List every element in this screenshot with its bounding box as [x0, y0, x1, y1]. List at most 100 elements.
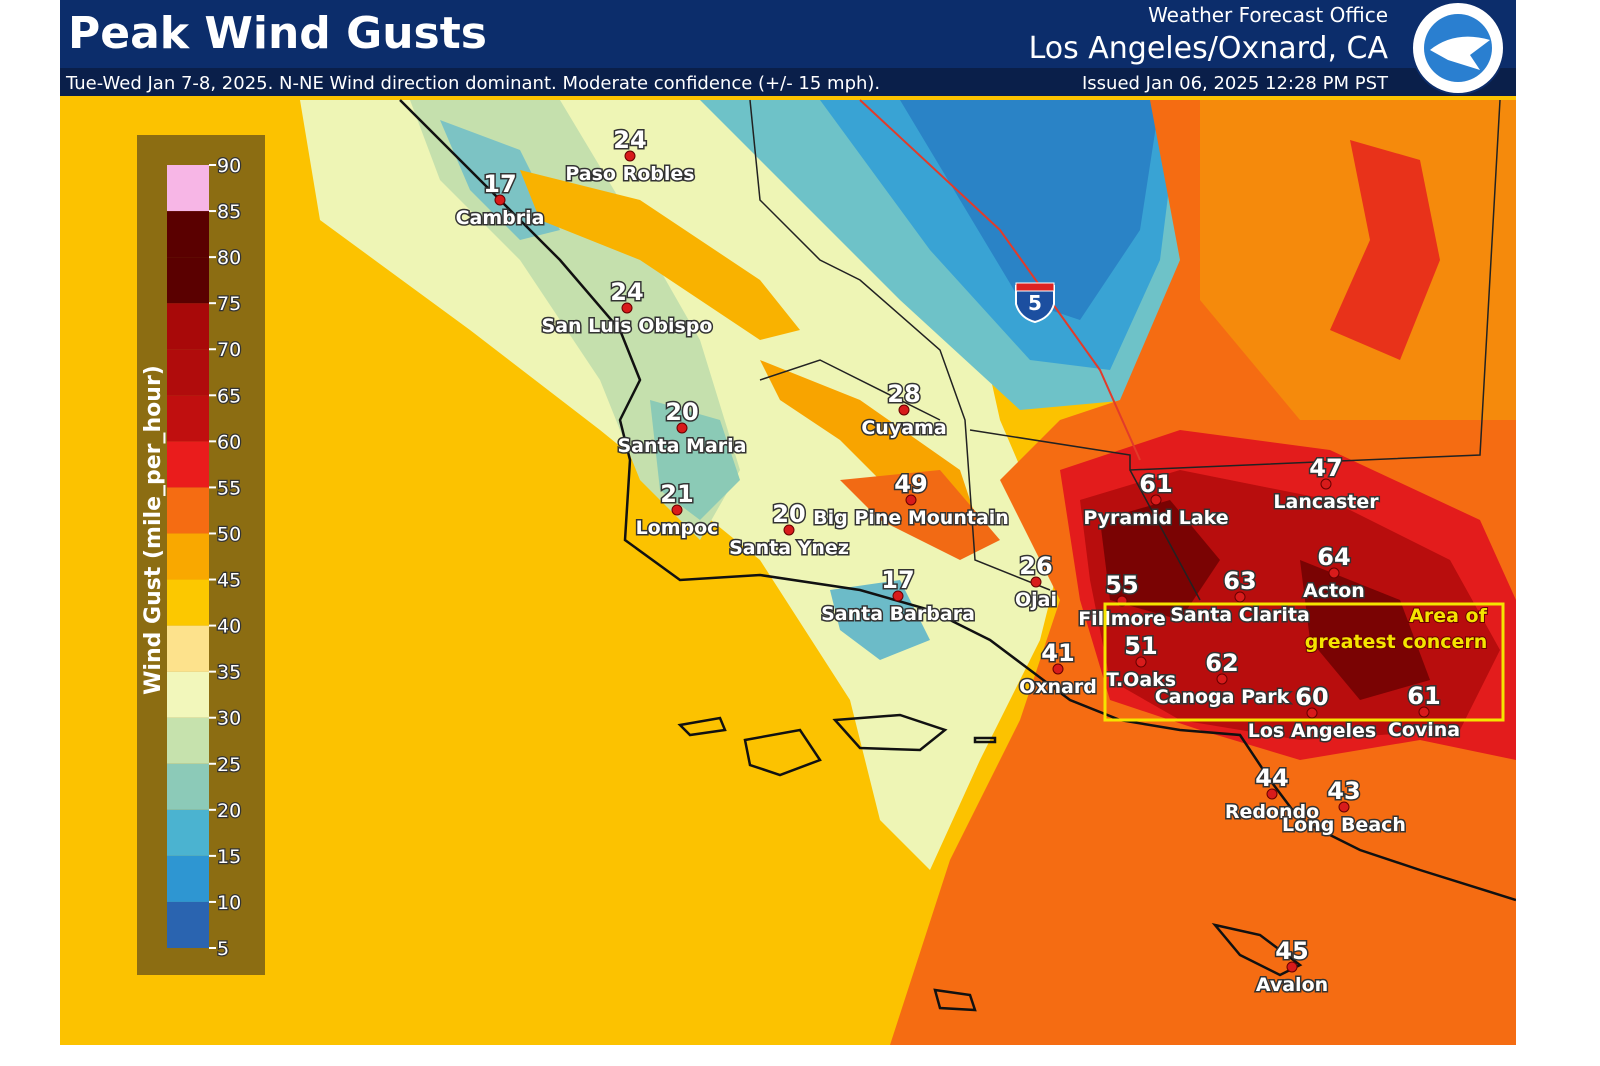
legend-tick-label: 30 [217, 708, 241, 730]
station-name: Big Pine Mountain [813, 507, 1009, 529]
legend-band [167, 533, 209, 580]
station-gust: 20 [772, 500, 805, 528]
station-dot [621, 302, 633, 314]
station-dot [1286, 961, 1298, 973]
station-gust: 61 [1407, 682, 1440, 710]
station-gust: 24 [610, 278, 643, 306]
station-gust: 17 [881, 566, 914, 594]
station-name: Canoga Park [1155, 686, 1290, 708]
legend-title: Wind Gust (mile_per_hour) [141, 365, 166, 695]
highway-shield: 5 [1015, 282, 1055, 324]
station-name: Covina [1388, 719, 1460, 741]
legend-band [167, 165, 209, 212]
station-name: Acton [1303, 580, 1365, 602]
station-name: San Luis Obispo [542, 315, 713, 337]
station-name: Ojai [1015, 589, 1057, 611]
station-dot [1234, 591, 1246, 603]
station-gust: 55 [1105, 571, 1138, 599]
station-gust: 61 [1139, 470, 1172, 498]
header-bar [60, 0, 1516, 70]
legend-band [167, 303, 209, 350]
legend-band [167, 211, 209, 258]
legend-band [167, 855, 209, 902]
legend-tick-label: 40 [217, 616, 241, 638]
station-dot [1052, 663, 1064, 675]
legend-tick-label: 65 [217, 385, 241, 407]
legend-tick-label: 55 [217, 477, 241, 499]
legend-tick-label: 60 [217, 431, 241, 453]
annotation-line: greatest concern [1305, 631, 1488, 653]
legend-band [167, 671, 209, 718]
legend-tick-label: 75 [217, 293, 241, 315]
station-gust: 24 [613, 126, 646, 154]
office: Weather Forecast Office [1148, 3, 1388, 27]
station-name: Redondo [1225, 801, 1319, 823]
station-name: Paso Robles [565, 163, 694, 185]
legend-tick-label: 50 [217, 523, 241, 545]
station-dot [676, 422, 688, 434]
station-dot [1150, 494, 1162, 506]
highway-label: 5 [1028, 291, 1042, 315]
station-dot [905, 494, 917, 506]
station-dot [1418, 706, 1430, 718]
title: Peak Wind Gusts [68, 8, 487, 59]
station-dot [1030, 576, 1042, 588]
legend-band [167, 809, 209, 856]
station-gust: 47 [1309, 454, 1342, 482]
legend-band [167, 487, 209, 534]
station-dot [1216, 673, 1228, 685]
station-gust: 60 [1295, 683, 1328, 711]
station-name: Santa Ynez [729, 537, 849, 559]
station-gust: 64 [1317, 543, 1350, 571]
station-dot [624, 150, 636, 162]
legend-tick-label: 20 [217, 800, 241, 822]
legend-tick-label: 45 [217, 570, 241, 592]
legend-band [167, 257, 209, 304]
station-dot [1306, 707, 1318, 719]
legend-band [167, 901, 209, 948]
legend-tick-label: 10 [217, 892, 241, 914]
station-dot [494, 194, 506, 206]
station-gust: 28 [887, 380, 920, 408]
issued: Issued Jan 06, 2025 12:28 PM PST [1082, 73, 1389, 94]
station-gust: 26 [1019, 552, 1052, 580]
station-gust: 44 [1255, 764, 1288, 792]
station-dot [892, 590, 904, 602]
legend-band [167, 441, 209, 488]
station-dot [1266, 788, 1278, 800]
station-dot [1328, 567, 1340, 579]
station-gust: 63 [1223, 567, 1256, 595]
station-gust: 45 [1275, 937, 1308, 965]
station-name: Santa Clarita [1170, 604, 1310, 626]
location: Los Angeles/Oxnard, CA [1029, 31, 1389, 66]
station-gust: 17 [483, 170, 516, 198]
station-gust: 51 [1124, 632, 1157, 660]
legend-band [167, 625, 209, 672]
station-name: Los Angeles [1248, 720, 1377, 742]
legend-tick-label: 25 [217, 754, 241, 776]
station-name: Oxnard [1019, 676, 1097, 698]
station-gust: 43 [1327, 777, 1360, 805]
station-name: Avalon [1256, 974, 1328, 996]
station-name: Long Beach [1282, 814, 1406, 836]
concern-box [1103, 602, 1505, 722]
station-dot [1338, 801, 1350, 813]
station-name: Lancaster [1273, 491, 1379, 513]
station-name: Pyramid Lake [1083, 507, 1228, 529]
station-name: Santa Maria [618, 435, 747, 457]
legend-tick-label: 85 [217, 201, 241, 223]
station-name: Cuyama [861, 417, 946, 439]
legend-band [167, 349, 209, 396]
legend-band [167, 395, 209, 442]
legend-band [167, 717, 209, 764]
station-dot [1320, 478, 1332, 490]
station-name: Cambria [456, 207, 545, 229]
station-dot [898, 404, 910, 416]
legend-tick-label: 5 [217, 938, 229, 960]
station-dot [671, 504, 683, 516]
legend: 5 10 15 20 25 30 35 40 45 50 55 60 65 70 75 80 85 90 [167, 154, 242, 961]
subtitle-bar [60, 68, 1516, 96]
station-gust: 41 [1041, 639, 1074, 667]
subtitle: Tue-Wed Jan 7-8, 2025. N-NE Wind directi… [65, 73, 880, 94]
stations: 24 Paso Robles 17 Cambria 24 San Luis Obispo 2… [454, 125, 1462, 998]
